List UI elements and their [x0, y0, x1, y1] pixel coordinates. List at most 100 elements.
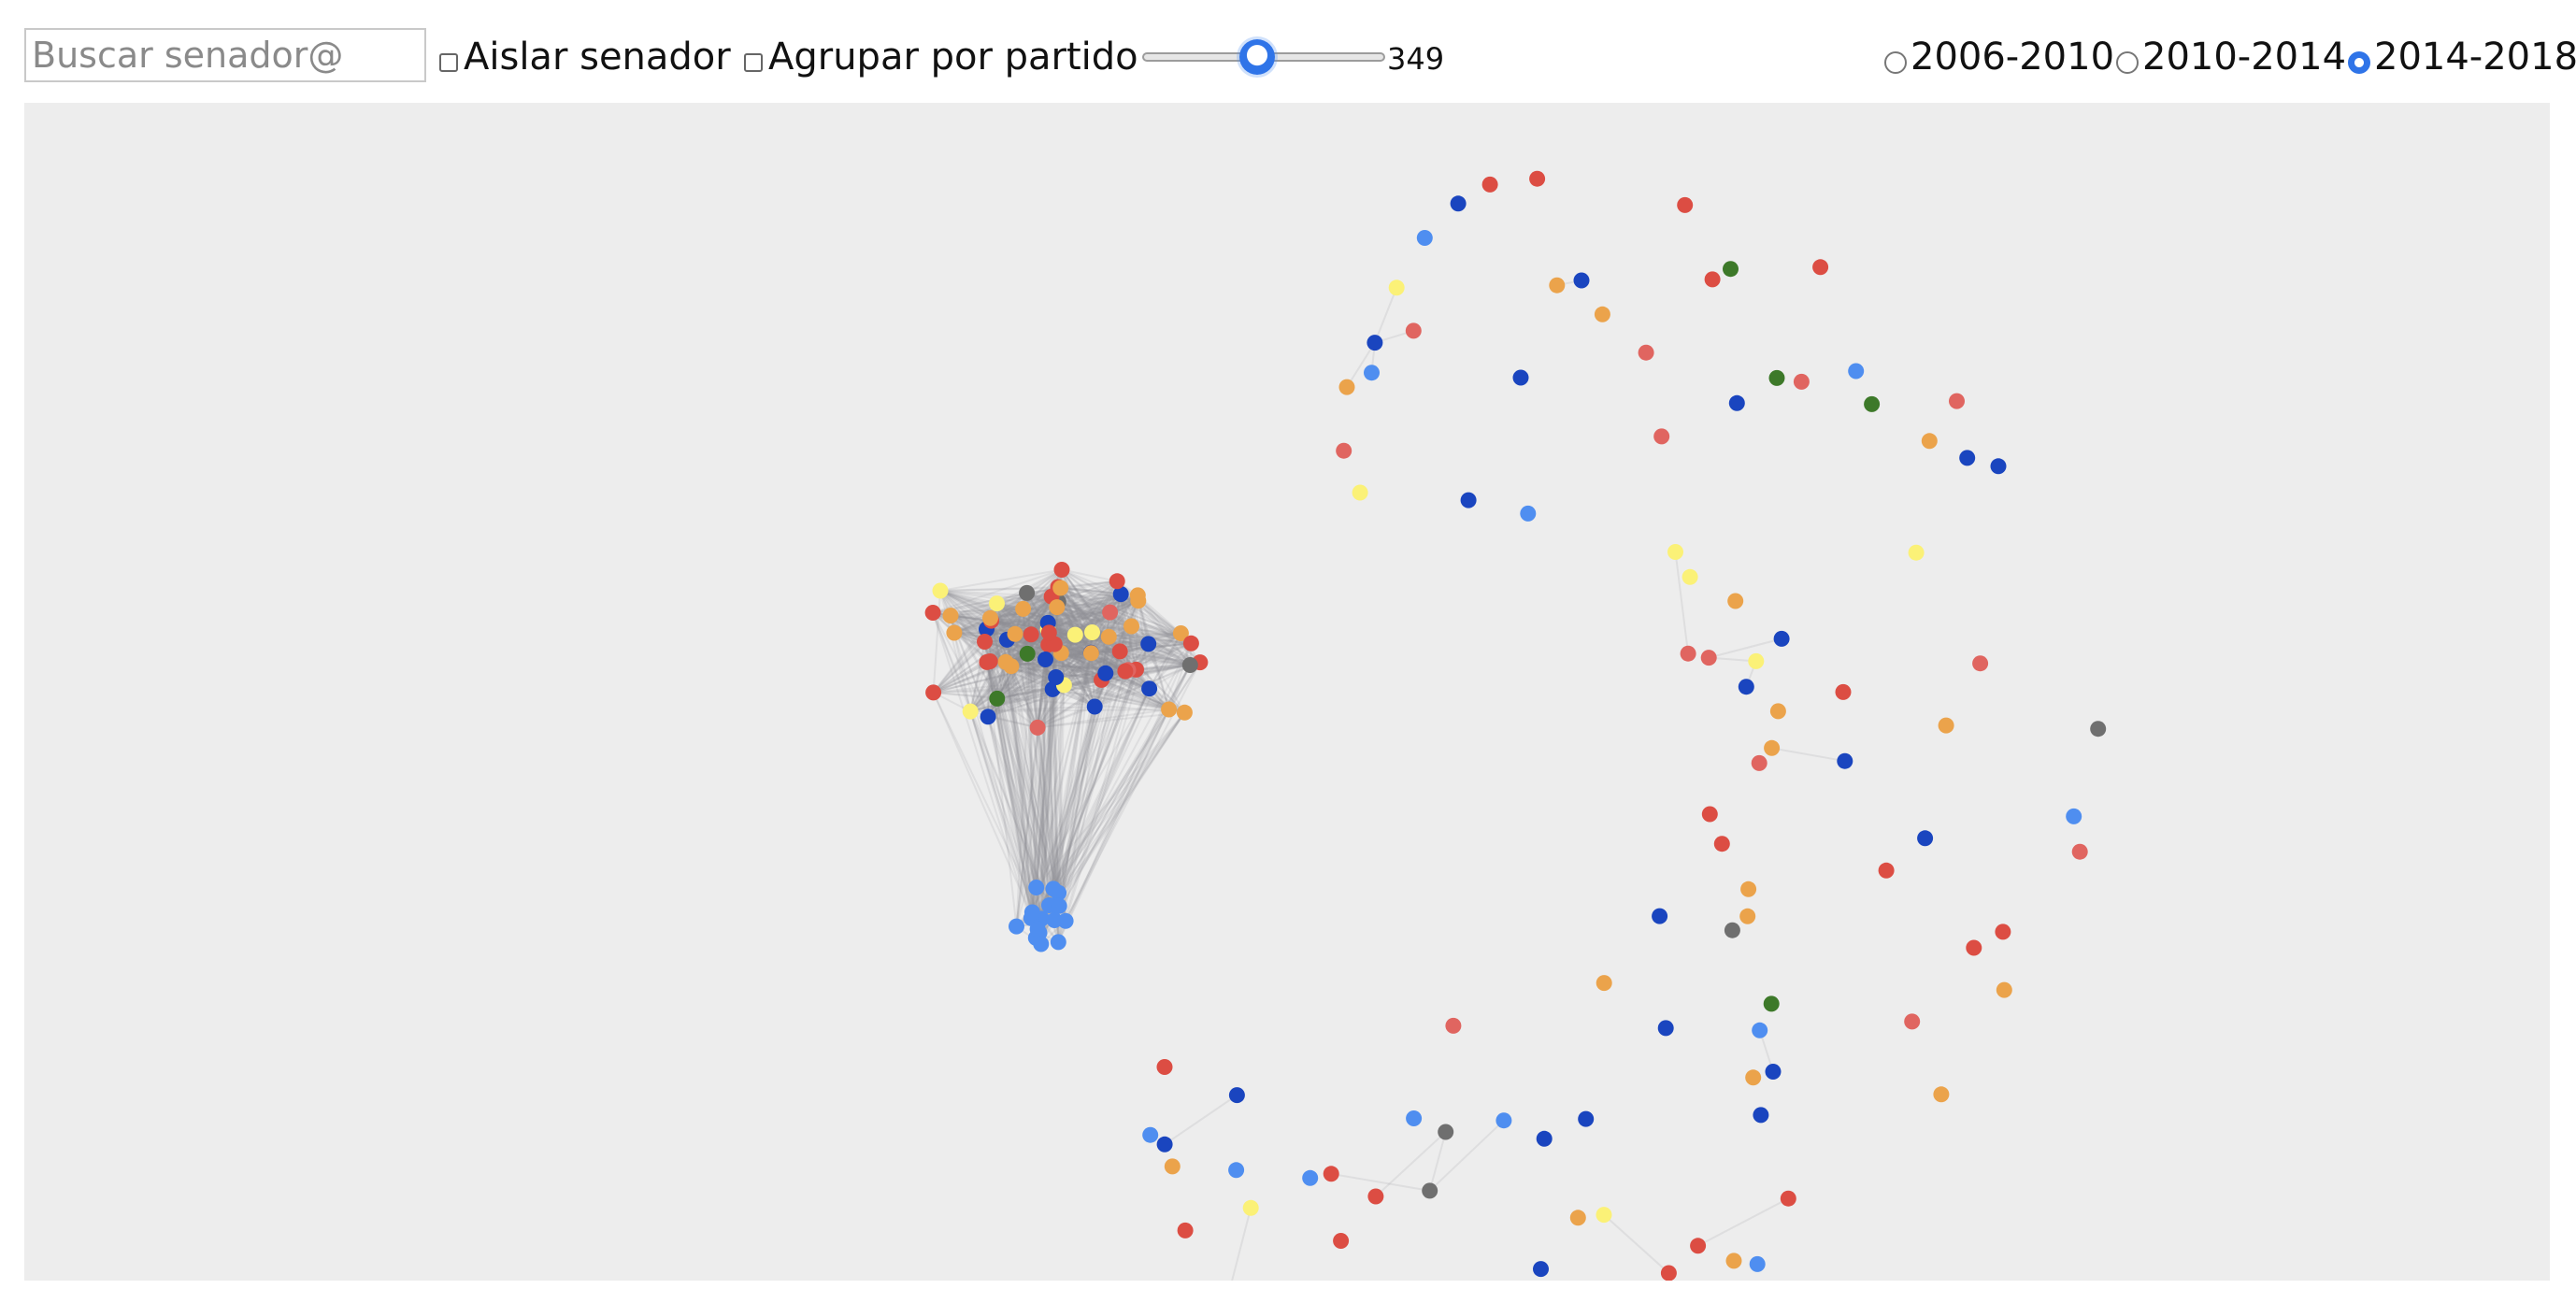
senator-node[interactable]	[1728, 394, 1745, 411]
senator-node[interactable]	[1123, 618, 1139, 635]
senator-node[interactable]	[1367, 335, 1383, 351]
senator-node[interactable]	[1959, 450, 1976, 466]
senator-node[interactable]	[1966, 939, 1982, 956]
senator-node[interactable]	[1864, 395, 1881, 412]
senator-node[interactable]	[1751, 754, 1767, 771]
period-radio-2006-2010[interactable]	[1884, 51, 1907, 74]
senator-node[interactable]	[1921, 433, 1938, 450]
senator-node[interactable]	[1364, 365, 1380, 381]
senator-node[interactable]	[1569, 1210, 1586, 1226]
senator-node[interactable]	[1512, 369, 1529, 386]
senator-node[interactable]	[925, 684, 942, 701]
senator-node[interactable]	[1050, 934, 1066, 951]
senator-node[interactable]	[1181, 657, 1198, 673]
senator-node[interactable]	[1660, 1265, 1677, 1282]
senator-node[interactable]	[1596, 975, 1612, 992]
senator-node[interactable]	[1302, 1169, 1319, 1186]
senator-node[interactable]	[1769, 703, 1786, 720]
senator-node[interactable]	[1405, 322, 1422, 339]
period-option-2014-2018[interactable]: 2014-2018	[2348, 28, 2576, 86]
senator-node[interactable]	[1007, 625, 1023, 642]
senator-node[interactable]	[1040, 624, 1057, 641]
senator-node[interactable]	[1764, 739, 1781, 756]
senator-node[interactable]	[1129, 587, 1146, 604]
senator-node[interactable]	[946, 624, 963, 641]
senator-node[interactable]	[1594, 306, 1610, 322]
senator-node[interactable]	[1704, 271, 1721, 288]
senator-node[interactable]	[1700, 650, 1717, 666]
senator-node[interactable]	[1141, 680, 1158, 697]
senator-node[interactable]	[1657, 1020, 1674, 1037]
group-by-party-checkbox[interactable]	[744, 53, 763, 72]
senator-node[interactable]	[1652, 908, 1668, 924]
senator-node[interactable]	[1156, 1136, 1173, 1153]
senator-node[interactable]	[989, 595, 1005, 612]
senator-node[interactable]	[1142, 1126, 1159, 1143]
senator-node[interactable]	[1033, 936, 1050, 952]
senator-node[interactable]	[1739, 908, 1756, 924]
senator-node[interactable]	[1333, 1233, 1350, 1249]
senator-node[interactable]	[1019, 645, 1036, 662]
senator-node[interactable]	[1812, 259, 1829, 276]
senator-node[interactable]	[1242, 1199, 1259, 1216]
senator-node[interactable]	[1161, 701, 1178, 718]
senator-node[interactable]	[1835, 683, 1852, 700]
senator-node[interactable]	[1100, 628, 1117, 645]
senator-node[interactable]	[1753, 1107, 1769, 1124]
senator-node[interactable]	[1228, 1087, 1245, 1104]
group-by-party-option[interactable]: Agrupar por partido	[744, 28, 1138, 86]
senator-node[interactable]	[1164, 1158, 1181, 1175]
senator-node[interactable]	[1140, 636, 1157, 652]
senator-node[interactable]	[1228, 1162, 1245, 1179]
senator-node[interactable]	[1023, 904, 1040, 921]
senator-node[interactable]	[1028, 880, 1045, 895]
senator-node[interactable]	[1450, 195, 1467, 212]
senator-node[interactable]	[1388, 279, 1405, 296]
senator-node[interactable]	[1638, 344, 1654, 361]
senator-node[interactable]	[2071, 843, 2088, 860]
senate-network-graph[interactable]	[24, 103, 2550, 1281]
senator-node[interactable]	[1003, 658, 1020, 675]
period-radio-2010-2014[interactable]	[2116, 51, 2139, 74]
senator-node[interactable]	[1949, 393, 1965, 409]
senator-node[interactable]	[1177, 1222, 1194, 1239]
senator-node[interactable]	[1052, 580, 1069, 596]
senator-node[interactable]	[924, 605, 941, 621]
senator-node[interactable]	[2066, 808, 2082, 824]
period-radio-2014-2018[interactable]	[2348, 51, 2370, 74]
senator-node[interactable]	[1029, 719, 1046, 736]
senator-node[interactable]	[1996, 981, 2012, 998]
senator-node[interactable]	[1084, 624, 1100, 640]
senator-node[interactable]	[1051, 897, 1067, 914]
senator-node[interactable]	[1748, 652, 1765, 669]
senator-node[interactable]	[1837, 752, 1853, 769]
senator-node[interactable]	[1496, 1112, 1512, 1129]
senator-node[interactable]	[1172, 625, 1189, 641]
senator-node[interactable]	[1352, 484, 1368, 501]
period-option-2010-2014[interactable]: 2010-2014	[2116, 28, 2346, 86]
senator-node[interactable]	[1549, 277, 1566, 294]
search-input[interactable]	[24, 28, 426, 82]
senator-node[interactable]	[1367, 1188, 1384, 1205]
senator-node[interactable]	[977, 634, 993, 650]
senator-node[interactable]	[2090, 721, 2107, 737]
senator-node[interactable]	[1938, 717, 1954, 734]
senator-node[interactable]	[932, 582, 949, 599]
senator-node[interactable]	[1578, 1110, 1595, 1127]
senator-node[interactable]	[1481, 176, 1498, 193]
senator-node[interactable]	[1533, 1261, 1549, 1278]
senator-node[interactable]	[1038, 652, 1053, 667]
senator-node[interactable]	[1573, 272, 1590, 289]
senator-node[interactable]	[1740, 881, 1757, 897]
senator-node[interactable]	[1682, 568, 1698, 585]
senator-node[interactable]	[942, 608, 959, 624]
senator-node[interactable]	[1727, 593, 1744, 609]
senator-node[interactable]	[1422, 1182, 1438, 1199]
senator-node[interactable]	[1765, 1064, 1782, 1080]
senator-node[interactable]	[1768, 369, 1785, 386]
senator-node[interactable]	[1182, 635, 1199, 652]
senator-node[interactable]	[1793, 373, 1810, 390]
threshold-slider[interactable]	[1142, 39, 1385, 75]
senator-node[interactable]	[1596, 1207, 1612, 1224]
senator-node[interactable]	[1323, 1166, 1339, 1182]
